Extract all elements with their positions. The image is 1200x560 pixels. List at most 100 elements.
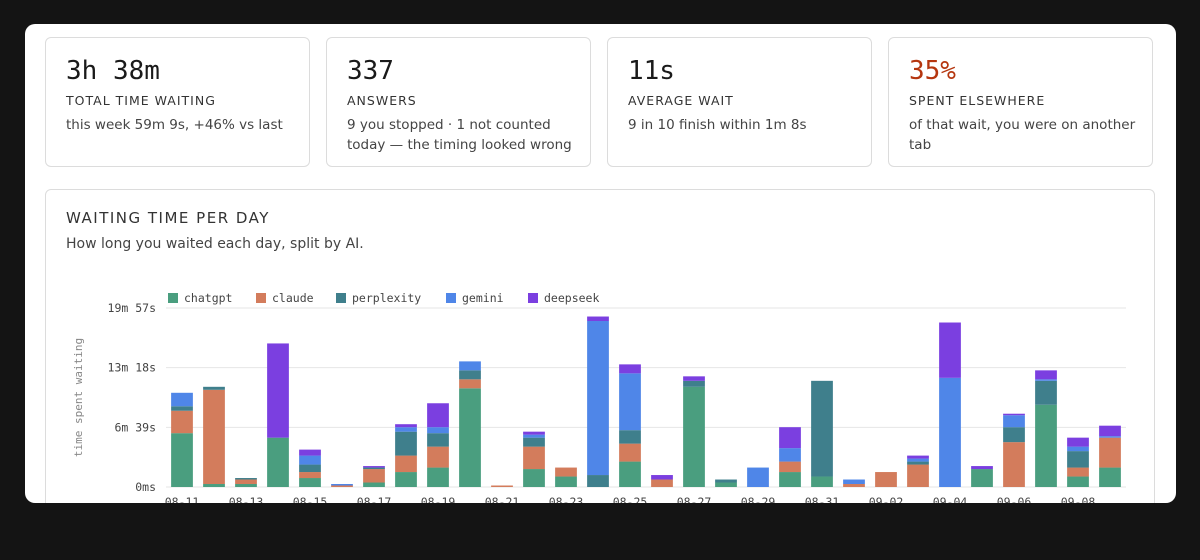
bar-segment-gemini bbox=[459, 361, 481, 371]
bar-segment-perplexity bbox=[811, 380, 833, 477]
spent-elsewhere-detail: of that wait, you were on another tab bbox=[909, 117, 1136, 153]
bar-segment-chatgpt bbox=[171, 433, 193, 487]
bar-segment-claude bbox=[1003, 442, 1025, 487]
bar-segment-chatgpt bbox=[523, 469, 545, 487]
app-window: 3h 38m TOTAL TIME WAITING this week 59m … bbox=[25, 24, 1176, 503]
bar-segment-deepseek bbox=[779, 427, 801, 449]
bar-segment-chatgpt bbox=[683, 386, 705, 487]
bar-segment-perplexity bbox=[459, 370, 481, 380]
y-tick-label: 13m 18s bbox=[108, 361, 156, 375]
bar-segment-chatgpt bbox=[459, 388, 481, 487]
total-time-caption: TOTAL TIME WAITING bbox=[66, 93, 216, 108]
bar-segment-perplexity bbox=[1035, 380, 1057, 405]
x-tick-label: 08-25 bbox=[613, 495, 648, 503]
bar-segment-chatgpt bbox=[619, 461, 641, 487]
bar-segment-claude bbox=[523, 446, 545, 470]
legend-label-gemini: gemini bbox=[462, 291, 504, 305]
legend-swatch-claude bbox=[256, 293, 266, 303]
x-tick-label: 08-27 bbox=[677, 495, 712, 503]
bar-segment-gemini bbox=[587, 321, 609, 476]
panel-title: WAITING TIME PER DAY bbox=[66, 209, 270, 227]
bar-segment-gemini bbox=[1035, 379, 1057, 381]
bar-segment-claude bbox=[1067, 467, 1089, 477]
bar-segment-claude bbox=[651, 479, 673, 487]
bar-segment-gemini bbox=[619, 373, 641, 431]
bar-segment-gemini bbox=[907, 458, 929, 462]
bar-segment-gemini bbox=[427, 427, 449, 434]
panel-subtitle: How long you waited each day, split by A… bbox=[66, 236, 364, 252]
bar-segment-perplexity bbox=[1067, 451, 1089, 468]
average-wait-value: 11s bbox=[628, 56, 675, 86]
bar-segment-chatgpt bbox=[395, 472, 417, 487]
x-tick-label: 08-13 bbox=[229, 495, 264, 503]
x-tick-label: 09-08 bbox=[1061, 495, 1096, 503]
bar-segment-deepseek bbox=[907, 455, 929, 459]
x-tick-label: 09-02 bbox=[869, 495, 904, 503]
bar-segment-perplexity bbox=[1003, 427, 1025, 443]
y-axis-label: time spent waiting bbox=[72, 338, 85, 457]
bar-segment-perplexity bbox=[299, 464, 321, 473]
spent-elsewhere-caption: SPENT ELSEWHERE bbox=[909, 93, 1046, 108]
x-tick-label: 08-11 bbox=[165, 495, 200, 503]
bar-segment-perplexity bbox=[203, 386, 225, 390]
bar-segment-perplexity bbox=[235, 478, 257, 480]
bar-segment-claude bbox=[555, 467, 577, 477]
bar-segment-chatgpt bbox=[363, 482, 385, 487]
bar-segment-claude bbox=[619, 443, 641, 462]
waiting-time-chart: 0ms 6m 39s 13m 18s 19m 57s time spent waitin… bbox=[72, 291, 1126, 503]
y-tick-label: 0ms bbox=[135, 480, 156, 494]
bar-segment-claude bbox=[779, 461, 801, 473]
bar-segment-perplexity bbox=[523, 437, 545, 447]
bar-segment-chatgpt bbox=[715, 482, 737, 487]
y-tick-label: 6m 39s bbox=[114, 420, 156, 434]
bar-segment-chatgpt bbox=[971, 469, 993, 487]
waiting-time-panel: WAITING TIME PER DAY How long you waited… bbox=[45, 189, 1155, 503]
x-tick-label: 08-29 bbox=[741, 495, 776, 503]
bar-segment-claude bbox=[843, 484, 865, 487]
bar-segment-gemini bbox=[939, 377, 961, 487]
bar-segment-gemini bbox=[523, 434, 545, 438]
bar-segment-claude bbox=[299, 472, 321, 479]
bar-segment-gemini bbox=[1067, 446, 1089, 452]
bar-segment-deepseek bbox=[299, 449, 321, 456]
bar-segment-chatgpt bbox=[1099, 467, 1121, 487]
x-tick-label: 09-06 bbox=[997, 495, 1032, 503]
stat-card-average-wait: 11s AVERAGE WAIT 9 in 10 finish within 1… bbox=[607, 37, 872, 167]
stat-card-answers: 337 ANSWERS 9 you stopped · 1 not counte… bbox=[326, 37, 591, 167]
stat-card-spent-elsewhere: 35% SPENT ELSEWHERE of that wait, you we… bbox=[888, 37, 1153, 167]
legend-swatch-deepseek bbox=[528, 293, 538, 303]
bar-segment-claude bbox=[459, 379, 481, 389]
legend-label-perplexity: perplexity bbox=[352, 291, 421, 305]
bar-segment-chatgpt bbox=[811, 476, 833, 487]
legend-label-deepseek: deepseek bbox=[544, 291, 599, 305]
answers-detail: 9 you stopped · 1 not counted today — the… bbox=[347, 117, 572, 153]
bar-segment-claude bbox=[331, 485, 353, 487]
bar-segment-claude bbox=[491, 485, 513, 487]
spent-elsewhere-value: 35% bbox=[909, 56, 956, 86]
bar-segment-perplexity bbox=[171, 406, 193, 411]
legend-label-chatgpt: chatgpt bbox=[184, 291, 232, 305]
bar-segment-gemini bbox=[1099, 436, 1121, 438]
bar-segment-perplexity bbox=[587, 475, 609, 487]
bar-segment-perplexity bbox=[715, 479, 737, 483]
stat-card-total-time: 3h 38m TOTAL TIME WAITING this week 59m … bbox=[45, 37, 310, 167]
bar-segment-deepseek bbox=[1099, 425, 1121, 437]
bar-segment-chatgpt bbox=[299, 478, 321, 487]
bar-segment-perplexity bbox=[907, 461, 929, 465]
bar-segment-deepseek bbox=[651, 475, 673, 480]
x-tick-label: 08-23 bbox=[549, 495, 584, 503]
bar-segment-deepseek bbox=[939, 322, 961, 378]
bar-segment-gemini bbox=[395, 427, 417, 432]
bar-segment-chatgpt bbox=[1067, 476, 1089, 487]
bar-segment-chatgpt bbox=[267, 437, 289, 487]
legend-swatch-perplexity bbox=[336, 293, 346, 303]
total-time-detail: this week 59m 9s, +46% vs last bbox=[66, 117, 283, 133]
legend-label-claude: claude bbox=[272, 291, 314, 305]
bar-segment-claude bbox=[395, 455, 417, 473]
x-tick-label: 08-21 bbox=[485, 495, 520, 503]
bar-segment-chatgpt bbox=[235, 484, 257, 487]
x-tick-label: 08-19 bbox=[421, 495, 456, 503]
bar-segment-chatgpt bbox=[203, 484, 225, 487]
bar-segment-chatgpt bbox=[427, 467, 449, 487]
bar-segment-deepseek bbox=[395, 424, 417, 428]
